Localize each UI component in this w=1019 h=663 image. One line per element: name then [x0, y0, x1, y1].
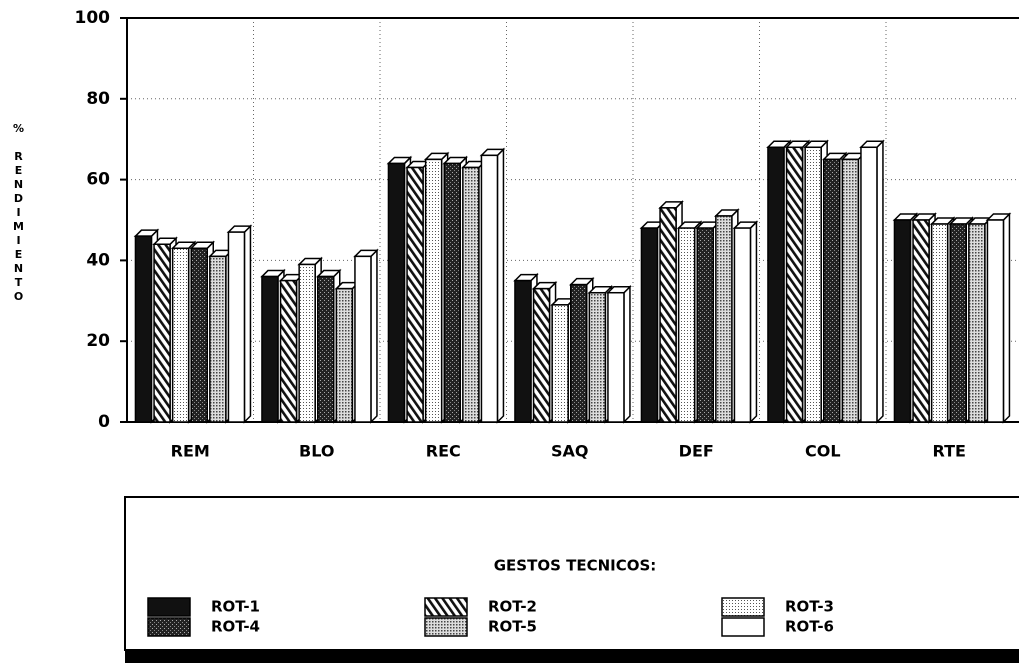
bar [767, 146, 785, 423]
legend-swatch [721, 597, 765, 617]
bar-side [623, 284, 631, 424]
bar-side [243, 224, 252, 424]
bar [659, 207, 677, 423]
bar [514, 279, 532, 423]
legend-label: ROT-1 [211, 598, 260, 616]
bar [134, 235, 153, 423]
bar [588, 291, 607, 423]
y-tick-label: 100 [75, 8, 111, 28]
bar [715, 215, 733, 423]
bar [279, 279, 298, 423]
legend-title: GESTOS TECNICOS: [494, 557, 657, 575]
legend-label: ROT-2 [488, 598, 537, 616]
bar [424, 158, 443, 423]
bar [480, 154, 499, 423]
legend-swatch [147, 597, 191, 617]
bar [570, 283, 588, 423]
x-tick-label: REM [171, 442, 210, 461]
x-tick-label: REC [426, 442, 461, 461]
bar [804, 146, 822, 423]
y-tick-label: 40 [86, 250, 110, 270]
x-tick-label: RTE [933, 442, 966, 461]
bar [733, 227, 752, 423]
bar [190, 247, 208, 423]
bar [860, 146, 878, 423]
bar [677, 227, 696, 423]
bar [893, 219, 912, 423]
legend-swatch [721, 617, 765, 637]
bar [227, 231, 246, 423]
bar [785, 146, 804, 423]
legend-shadow [125, 650, 1019, 663]
bar-side [1002, 212, 1011, 424]
y-tick-label: 80 [86, 89, 110, 109]
bar-side [370, 248, 378, 424]
bar-side [496, 147, 505, 424]
bar [949, 223, 967, 423]
bar [354, 255, 372, 423]
bar [930, 223, 949, 423]
bar [261, 275, 279, 423]
bar [406, 166, 424, 423]
y-axis-label: % RENDIMIENTO [12, 122, 25, 304]
bar-side [749, 220, 758, 424]
bar [209, 255, 227, 423]
bar-side [876, 139, 884, 424]
bar [462, 166, 480, 423]
bar [443, 162, 461, 423]
bar [532, 287, 551, 423]
x-tick-label: SAQ [551, 442, 589, 461]
bar [823, 158, 841, 423]
legend-swatch [424, 617, 468, 637]
y-tick-label: 0 [98, 412, 110, 432]
x-tick-label: COL [805, 442, 841, 461]
bar [317, 275, 335, 423]
legend-swatch [147, 617, 191, 637]
bar [551, 304, 569, 423]
legend-label: ROT-3 [785, 598, 834, 616]
legend-label: ROT-4 [211, 618, 260, 636]
legend-label: ROT-6 [785, 618, 834, 636]
bar [171, 247, 190, 423]
bar [986, 219, 1005, 423]
bar [696, 227, 714, 423]
legend-box [124, 496, 1019, 651]
legend-swatch [424, 597, 468, 617]
bar [607, 291, 625, 423]
y-tick-label: 60 [86, 170, 110, 190]
bar [387, 162, 406, 423]
bar [912, 219, 930, 423]
bar [153, 243, 171, 423]
bar [298, 263, 316, 423]
y-tick-label: 20 [86, 331, 110, 351]
x-tick-label: DEF [679, 442, 714, 461]
bar [968, 223, 986, 423]
bar [335, 287, 354, 423]
legend-label: ROT-5 [488, 618, 537, 636]
x-tick-label: BLO [299, 442, 334, 461]
bar [640, 227, 659, 423]
bar [841, 158, 860, 423]
